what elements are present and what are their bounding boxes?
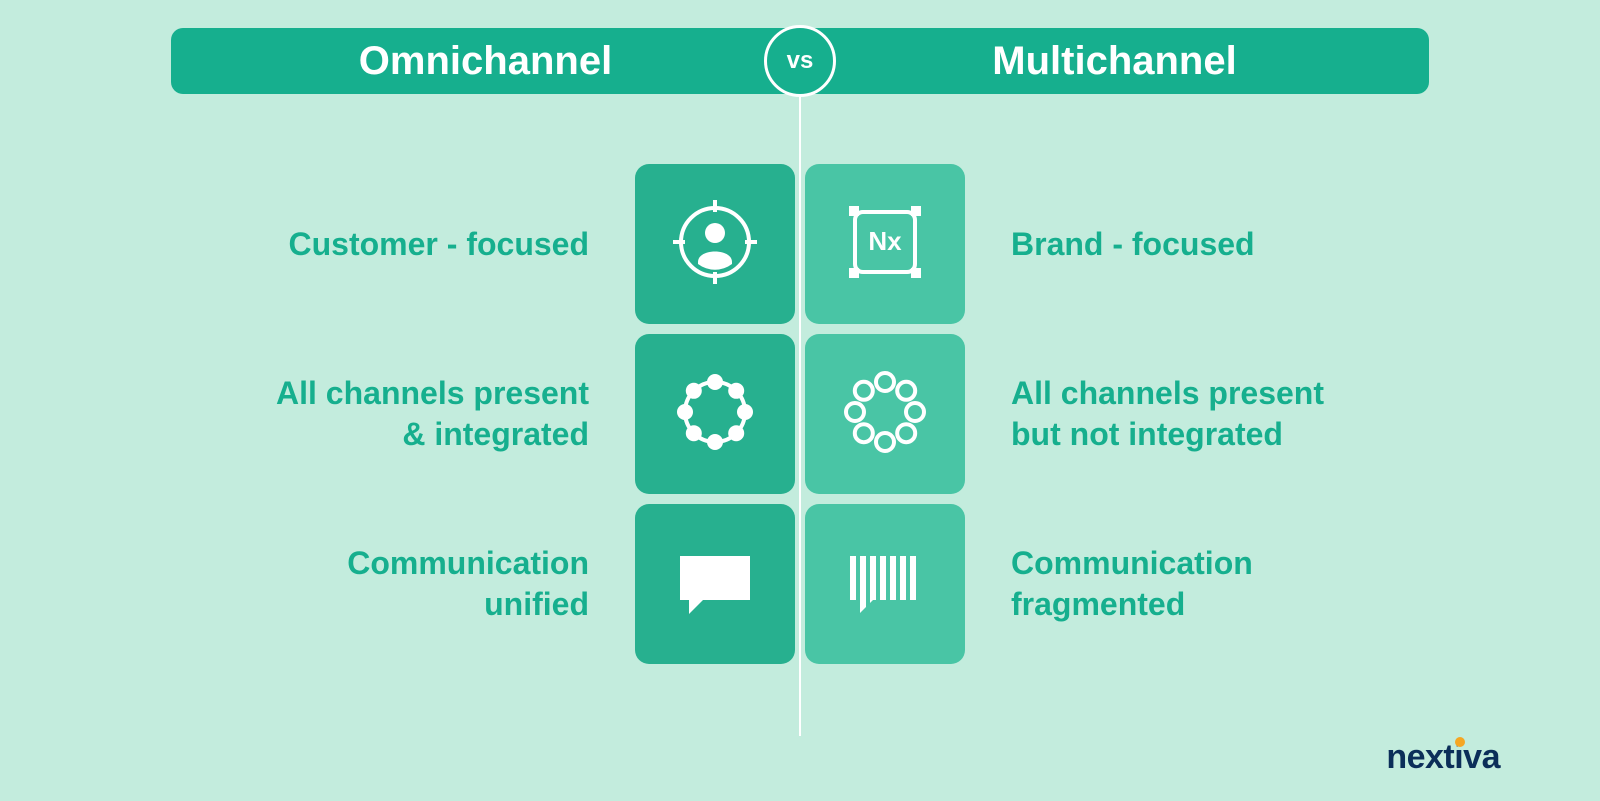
row3-left-label: Communicationunified [171,543,625,625]
row1-left-tile [635,164,795,324]
person-target-icon [665,192,765,297]
row2-right-tile [805,334,965,494]
row3-right-label: Communicationfragmented [975,543,1429,625]
logo-dot [1455,737,1465,747]
chat-striped-icon [835,532,935,637]
row1-left-label: Customer - focused [171,224,625,265]
chat-solid-icon [665,532,765,637]
infographic-canvas: Omnichannel Multichannel vs Customer - f… [0,0,1600,801]
header-bar: Omnichannel Multichannel vs [171,28,1429,94]
row2-left-tile [635,334,795,494]
brand-box-icon: Nx [835,192,935,297]
ring-connected-icon [665,362,765,467]
vs-text: vs [787,47,814,75]
row1-right-label: Brand - focused [975,224,1429,265]
comparison-grid: Customer - focused [171,164,1429,664]
svg-text:Nx: Nx [868,226,902,256]
row1-right-tile: Nx [805,164,965,324]
row2-right-label: All channels presentbut not integrated [975,373,1429,455]
brand-logo: nextiva [1386,738,1500,777]
header-left-title: Omnichannel [171,39,800,84]
ring-dots-icon [835,362,935,467]
logo-text: nextiva [1386,738,1500,777]
row2-left-label: All channels present& integrated [171,373,625,455]
header-right-title: Multichannel [800,39,1429,84]
row3-right-tile [805,504,965,664]
row3-left-tile [635,504,795,664]
vs-badge: vs [764,25,836,97]
